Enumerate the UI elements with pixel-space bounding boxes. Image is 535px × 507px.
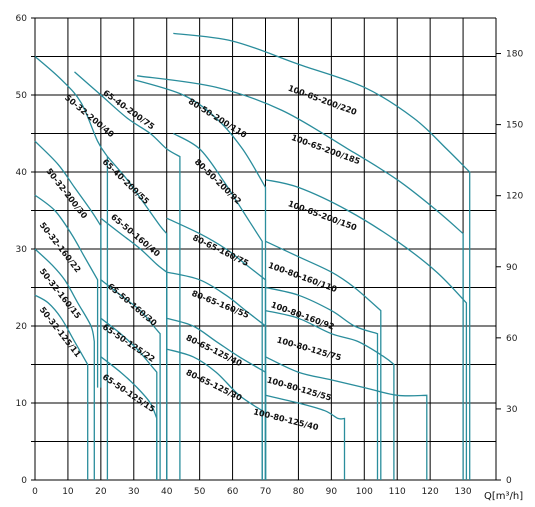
curve-label: 65-50-125/15 — [101, 372, 157, 415]
y2-tick-label: 0 — [506, 476, 512, 486]
curve-label: 100-65-200/220 — [287, 83, 359, 117]
curve-label: 80-50-200/92 — [193, 157, 244, 207]
curve-label: 100-65-200/185 — [290, 132, 362, 166]
x-tick-label: 40 — [161, 487, 173, 497]
y2-tick-label: 60 — [506, 334, 518, 344]
y2-tick-label: 180 — [506, 50, 523, 60]
pump-curve-50-32-160/15 — [34, 248, 95, 480]
pump-curve-65-40-200/55 — [106, 156, 168, 480]
pump-curve-100-80-160/110 — [265, 240, 382, 480]
pump-curve-100-65-200/185 — [137, 75, 464, 480]
y-tick-label: 60 — [16, 14, 28, 24]
x-tick-label: 100 — [356, 487, 373, 497]
pump-curve-80-65-125/40 — [166, 317, 267, 480]
curve-label: 100-80-160/110 — [267, 260, 339, 294]
pump-curve-80-50-200/110 — [133, 78, 267, 480]
pump-curve-80-65-160/75 — [166, 217, 267, 480]
y2-tick-label: 120 — [506, 192, 523, 202]
pump-curve-80-65-125/30 — [166, 348, 263, 480]
x-tick-label: 50 — [194, 487, 206, 497]
pump-curve-80-65-160/55 — [166, 271, 267, 480]
x-tick-label: 120 — [422, 487, 439, 497]
pump-curve-65-40-200/75 — [74, 71, 181, 480]
y-tick-label: 40 — [16, 168, 28, 178]
y2-tick-label: 150 — [506, 121, 523, 131]
curve-label: 100-80-125/55 — [266, 375, 333, 403]
pump-curve-100-80-125/40 — [265, 394, 346, 480]
pump-curve-50-32-200/40 — [34, 56, 109, 480]
y-tick-label: 0 — [21, 476, 27, 486]
x-tick-label: 70 — [260, 487, 272, 497]
curve-label: 100-65-200/150 — [287, 198, 359, 232]
pump-curve-100-65-200/150 — [265, 179, 468, 480]
pump-curve-65-50-160/40 — [100, 217, 168, 480]
y-tick-label: 20 — [16, 322, 28, 332]
pump-curve-65-50-160/30 — [100, 279, 161, 480]
x-tick-label: 10 — [62, 487, 74, 497]
pump-curve-80-50-200/92 — [172, 132, 263, 480]
x-tick-label: 30 — [128, 487, 140, 497]
curve-label: 50-32-200/30 — [44, 166, 90, 221]
pump-curve-50-32-200/30 — [34, 140, 102, 388]
x-tick-label: 80 — [293, 487, 305, 497]
x-tick-label: 90 — [326, 487, 338, 497]
curve-label: 65-40-200/55 — [101, 157, 152, 207]
y2-tick-label: 90 — [506, 263, 518, 273]
curve-label: 100-80-160/92 — [270, 299, 336, 331]
pump-curve-100-80-125/55 — [265, 356, 428, 480]
curve-label: 100-80-125/75 — [276, 335, 343, 363]
y-tick-label: 10 — [16, 399, 28, 409]
axis-ticks: 0 10 20 30 40 50 60 70 80 90 100 110 120 130 0 10 20 30 40… — [16, 14, 524, 497]
pump-curve-65-50-125/22 — [100, 317, 158, 480]
pump-curve-50-32-160/22 — [34, 194, 99, 388]
x-axis-label: Q[m³/h] — [484, 491, 523, 502]
curve-label: 65-50-125/22 — [101, 322, 157, 364]
x-tick-label: 130 — [454, 487, 471, 497]
pump-curve-100-80-160/92 — [265, 286, 379, 480]
curve-label: 65-50-160/30 — [106, 281, 159, 328]
x-tick-label: 20 — [95, 487, 107, 497]
y-tick-label: 30 — [16, 245, 28, 255]
curve-label: 80-65-125/40 — [184, 332, 244, 368]
y-tick-label: 50 — [16, 91, 28, 101]
pump-curves — [34, 32, 471, 480]
x-tick-label: 60 — [227, 487, 239, 497]
pump-curve-100-80-125/75 — [265, 309, 395, 480]
pump-curve-50-32-125/11 — [34, 294, 89, 480]
y2-tick-label: 30 — [506, 405, 518, 415]
pump-curve-65-50-125/15 — [100, 356, 158, 480]
pump-curve-100-65-200/220 — [173, 32, 471, 480]
x-tick-label: 0 — [32, 487, 38, 497]
x-tick-label: 110 — [389, 487, 406, 497]
curve-label: 80-65-125/30 — [184, 367, 244, 403]
